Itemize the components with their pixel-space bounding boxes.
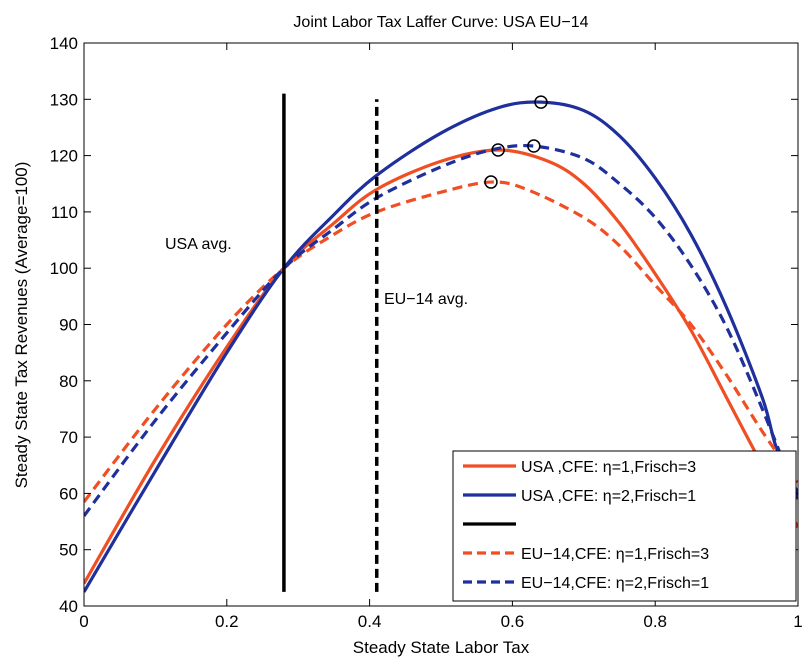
y-tick-label: 110 xyxy=(51,203,78,222)
y-tick-label: 100 xyxy=(50,259,78,278)
peak-marker-2 xyxy=(534,95,548,109)
y-tick-label: 50 xyxy=(59,541,78,560)
x-axis-label: Steady State Labor Tax xyxy=(353,638,530,657)
x-tick-label: 0.4 xyxy=(358,612,382,631)
peak-marker-1 xyxy=(491,143,505,157)
series-line-2 xyxy=(84,100,798,593)
legend-label-5: EU−14,CFE: η=2,Frisch=1 xyxy=(521,575,709,592)
series-line-3 xyxy=(84,180,798,503)
y-tick-label: 70 xyxy=(59,428,78,447)
y-tick-label: 60 xyxy=(59,484,78,503)
x-tick-label: 0 xyxy=(79,612,88,631)
chart-title: Joint Labor Tax Laffer Curve: USA EU−14 xyxy=(293,14,588,31)
avg-label-2: EU−14 avg. xyxy=(384,291,468,308)
legend-label-2: USA ,CFE: η=2,Frisch=1 xyxy=(521,488,696,505)
y-tick-label: 140 xyxy=(50,34,78,53)
legend-label-1: USA ,CFE: η=1,Frisch=3 xyxy=(521,459,696,476)
avg-label-1: USA avg. xyxy=(165,236,232,253)
y-tick-label: 120 xyxy=(50,147,78,166)
legend: USA ,CFE: η=1,Frisch=3 USA ,CFE: η=2,Fris… xyxy=(452,450,797,602)
x-tick-label: 0.8 xyxy=(643,612,667,631)
peak-marker-4 xyxy=(527,139,541,153)
x-tick-label: 0.6 xyxy=(501,612,525,631)
y-tick-label: 40 xyxy=(59,597,78,616)
legend-label-4: EU−14,CFE: η=1,Frisch=3 xyxy=(521,546,709,563)
y-tick-label: 130 xyxy=(50,90,78,109)
legend-box xyxy=(452,450,797,602)
x-tick-label: 0.2 xyxy=(215,612,239,631)
y-tick-label: 80 xyxy=(59,372,78,391)
peak-marker-3 xyxy=(484,175,498,189)
x-tick-label: 1 xyxy=(793,612,802,631)
y-tick-label: 90 xyxy=(59,316,78,335)
plot-area: 0 0.2 0.4 0.6 0.8 140506070809010011012013014… xyxy=(50,34,802,631)
y-axis-label: Steady State Tax Revenues (Average=100) xyxy=(12,162,31,489)
